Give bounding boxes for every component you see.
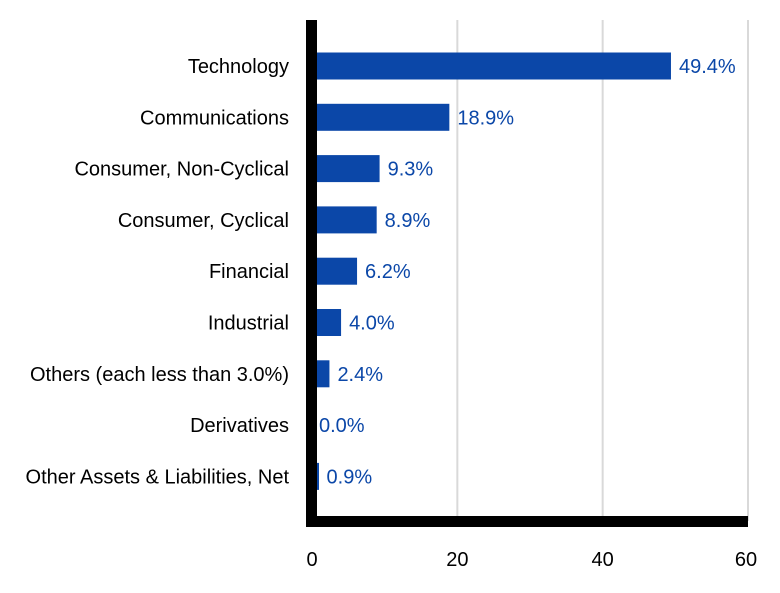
x-tick-label-40: 40 <box>592 549 614 571</box>
bar-5 <box>317 309 342 336</box>
category-label-5: Industrial <box>208 313 289 335</box>
x-axis-line <box>306 516 748 527</box>
data-label-8: 0.9% <box>327 466 373 488</box>
label-layer: Technology Communications Consumer, Non-Cy… <box>26 56 758 571</box>
grid-layer <box>456 20 749 521</box>
data-label-5: 4.0% <box>349 313 395 335</box>
data-label-4: 6.2% <box>365 261 411 283</box>
bar-3 <box>317 206 377 234</box>
x-tick-label-60: 60 <box>735 549 757 571</box>
y-axis-line <box>306 20 317 526</box>
bar-2 <box>317 155 380 183</box>
x-tick-label-20: 20 <box>446 549 468 571</box>
category-label-6: Others (each less than 3.0%) <box>30 364 289 386</box>
data-label-1: 18.9% <box>457 107 514 129</box>
data-label-7: 0.0% <box>319 415 365 437</box>
category-label-2: Consumer, Non-Cyclical <box>74 159 289 181</box>
category-label-8: Other Assets & Liabilities, Net <box>26 466 290 488</box>
category-label-7: Derivatives <box>190 415 289 437</box>
bar-6 <box>317 360 330 388</box>
category-label-4: Financial <box>209 261 289 283</box>
x-tick-label-0: 0 <box>306 549 317 571</box>
bar-layer <box>317 52 671 490</box>
bar-4 <box>317 257 358 285</box>
bar-0 <box>317 52 671 80</box>
data-label-2: 9.3% <box>388 159 434 181</box>
bar-1 <box>317 103 450 131</box>
bar-8 <box>317 462 319 490</box>
axis-layer <box>306 20 748 527</box>
category-label-1: Communications <box>140 107 289 129</box>
category-label-0: Technology <box>188 56 289 78</box>
data-label-3: 8.9% <box>385 210 431 232</box>
data-label-6: 2.4% <box>337 364 383 386</box>
category-label-3: Consumer, Cyclical <box>118 210 289 232</box>
data-label-0: 49.4% <box>679 56 736 78</box>
